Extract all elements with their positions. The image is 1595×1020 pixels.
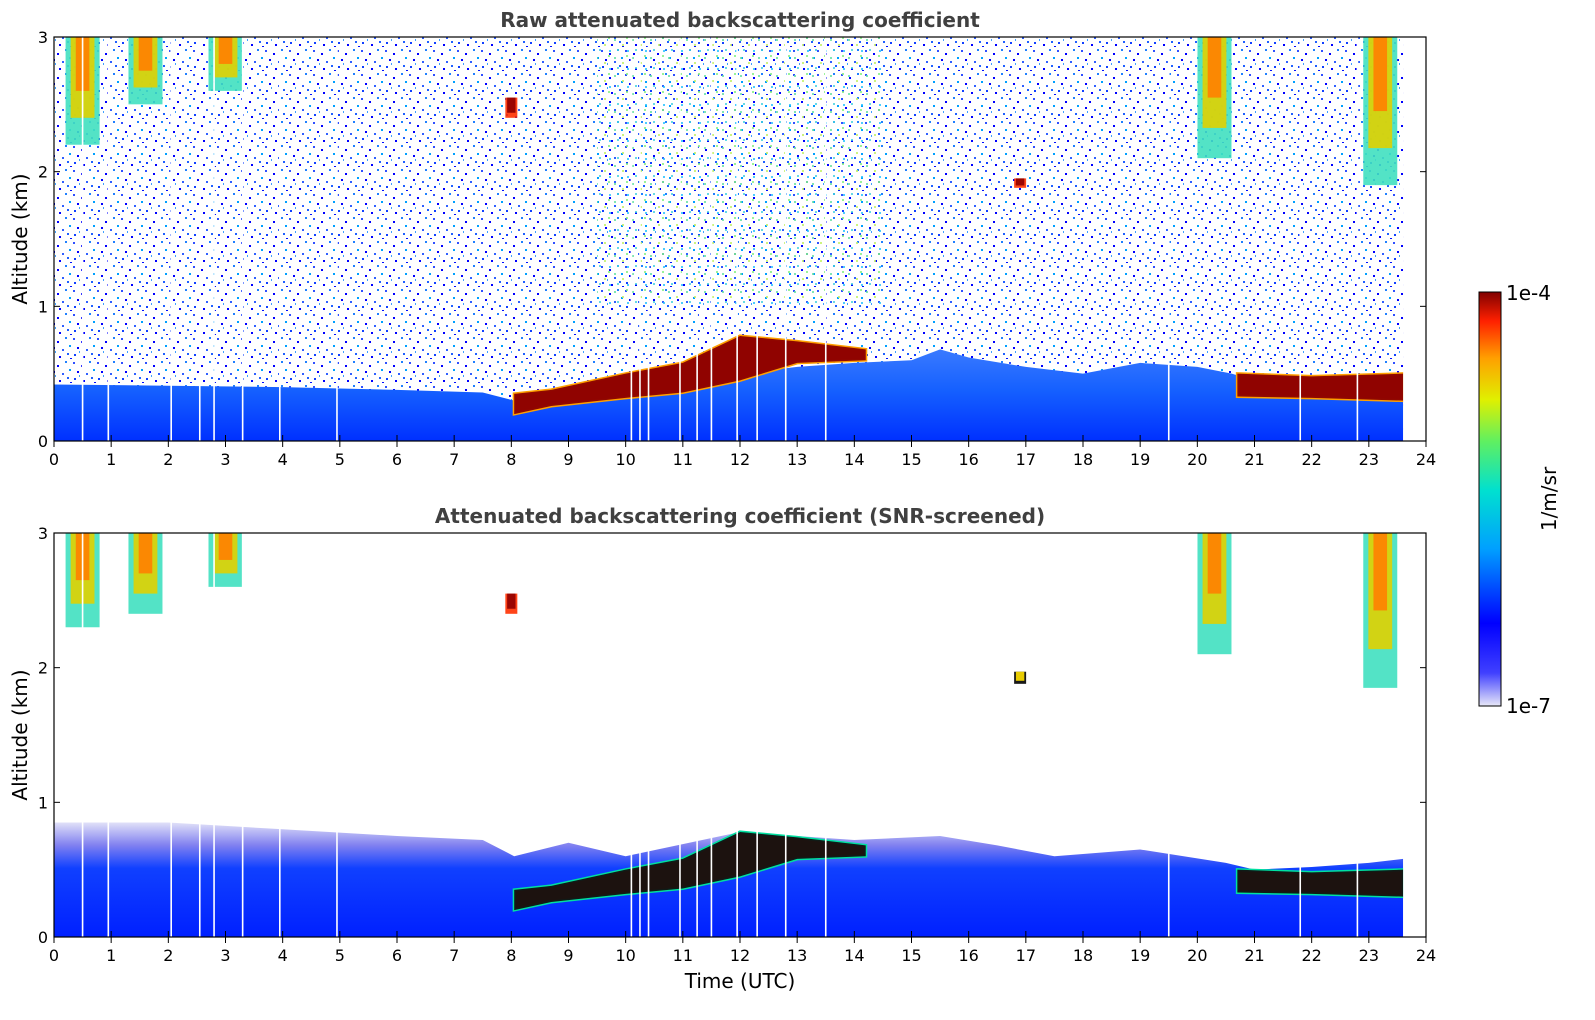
x-tick-label: 0 [49,946,59,965]
screened-heatmap [54,533,1426,937]
y-tick-label: 1 [38,297,48,316]
x-tick-label: 2 [163,450,173,469]
elevated-feature [507,97,516,113]
x-tick-label: 8 [506,946,516,965]
x-tick-label: 5 [335,946,345,965]
raw-panel: Raw attenuated backscattering coefficien… [8,8,1436,469]
x-tick-label: 8 [506,450,516,469]
y-tick-label: 3 [38,524,48,543]
x-tick-label: 4 [278,946,288,965]
elevated-feature [218,533,233,560]
x-tick-label: 19 [1130,946,1150,965]
x-tick-label: 20 [1187,946,1207,965]
x-tick-label: 9 [563,946,573,965]
colorbar-unit-label: 1/m/sr [1537,466,1561,531]
x-tick-label: 7 [449,450,459,469]
x-tick-label: 6 [392,946,402,965]
x-tick-label: 1 [106,450,116,469]
x-tick-label: 24 [1416,946,1436,965]
x-tick-label: 13 [787,946,807,965]
elevated-feature [1373,37,1388,112]
screened-plot-area [54,533,1426,937]
x-tick-label: 24 [1416,450,1436,469]
x-tick-label: 18 [1073,946,1093,965]
colorbar-gradient [1478,291,1502,707]
raw-heatmap [54,37,1426,441]
x-tick-label: 4 [278,450,288,469]
no-data-region [1403,37,1426,441]
raw-panel-ylabel: Altitude (km) [8,173,32,304]
elevated-feature [138,37,153,71]
x-tick-label: 17 [1016,946,1036,965]
x-tick-label: 7 [449,946,459,965]
x-tick-label: 12 [730,450,750,469]
x-tick-label: 23 [1359,450,1379,469]
x-tick-label: 21 [1244,946,1264,965]
x-tick-label: 23 [1359,946,1379,965]
cloud-layer [514,831,866,911]
raw-axes: 0 1 2 3 4 5 6 7 8 9 10 11 12 13 14 15 16 17 18 19 20 21 22 23 24… [38,28,1436,469]
x-tick-label: 0 [49,450,59,469]
x-tick-label: 18 [1073,450,1093,469]
screened-panel-ylabel: Altitude (km) [8,669,32,800]
x-tick-label: 16 [958,946,978,965]
cloud-layer [1237,373,1404,401]
x-tick-label: 22 [1301,450,1321,469]
y-tick-label: 0 [38,928,48,947]
x-tick-label: 22 [1301,946,1321,965]
x-tick-label: 2 [163,946,173,965]
x-tick-label: 17 [1016,450,1036,469]
y-tick-label: 1 [38,793,48,812]
x-tick-label: 1 [106,946,116,965]
x-tick-label: 12 [730,946,750,965]
screened-axes: 0 1 2 3 4 5 6 7 8 9 10 11 12 13 14 15 16 17 18 19 20 21 22 23 24… [38,524,1436,965]
noise-field-enhanced [597,37,883,307]
x-tick-label: 11 [673,450,693,469]
y-tick-label: 3 [38,28,48,47]
colorbar-min-label: 1e-7 [1506,694,1551,718]
x-tick-label: 14 [844,946,864,965]
x-tick-label: 20 [1187,450,1207,469]
x-tick-label: 14 [844,450,864,469]
no-data-region [1403,533,1426,937]
elevated-feature [1207,37,1222,98]
colorbar: 1e-4 1e-7 1/m/sr [1478,281,1561,718]
x-tick-label: 9 [563,450,573,469]
x-tick-label: 11 [673,946,693,965]
screened-panel-title: Attenuated backscattering coefficient (S… [435,504,1045,528]
elevated-feature [1373,533,1388,611]
x-tick-label: 15 [901,946,921,965]
raw-plot-area [54,37,1426,441]
y-tick-label: 2 [38,659,48,678]
x-tick-label: 19 [1130,450,1150,469]
x-tick-label: 21 [1244,450,1264,469]
x-tick-label: 10 [615,450,635,469]
raw-panel-title: Raw attenuated backscattering coefficien… [500,8,980,32]
elevated-feature [1015,178,1025,186]
x-tick-label: 5 [335,450,345,469]
elevated-feature [138,533,153,574]
elevated-feature [1207,533,1222,594]
x-tick-label: 15 [901,450,921,469]
x-tick-label: 16 [958,450,978,469]
elevated-feature [1015,671,1025,681]
cloud-layer [1237,869,1404,897]
y-tick-label: 2 [38,163,48,182]
x-tick-label: 3 [220,946,230,965]
boundary-layer [54,349,1404,441]
screened-panel: Attenuated backscattering coefficient (S… [8,504,1436,993]
elevated-feature [507,593,516,609]
x-tick-label: 6 [392,450,402,469]
colorbar-max-label: 1e-4 [1506,281,1551,305]
screened-panel-xlabel: Time (UTC) [684,969,796,993]
cloud-layer [514,335,866,415]
x-tick-label: 10 [615,946,635,965]
x-tick-label: 3 [220,450,230,469]
x-tick-label: 13 [787,450,807,469]
y-tick-label: 0 [38,432,48,451]
elevated-feature [218,37,233,64]
